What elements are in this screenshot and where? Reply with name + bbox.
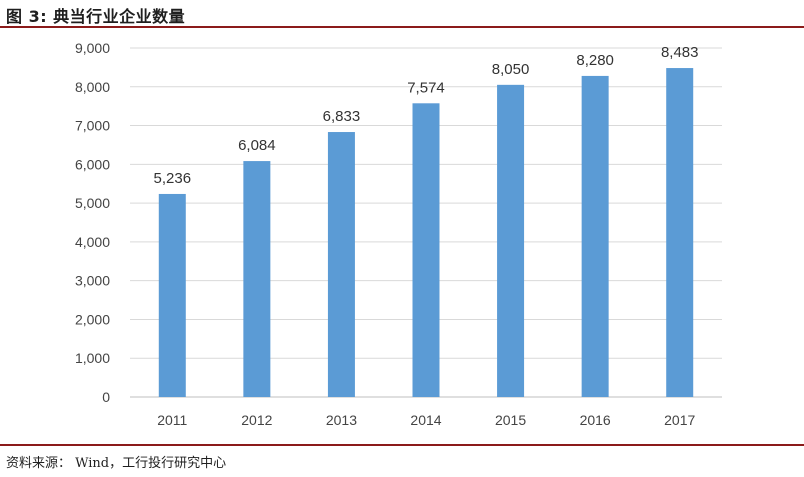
bar-2015 (497, 84, 525, 397)
y-tick-label: 4,000 (75, 234, 110, 250)
data-labels: 5,236 6,084 6,833 7,574 8,050 8,280 8,483 (154, 44, 699, 187)
y-tick-label: 5,000 (75, 195, 110, 211)
y-tick-label: 2,000 (75, 311, 110, 327)
x-tick-label: 2017 (664, 412, 695, 428)
bar-2011 (158, 193, 186, 397)
data-label: 6,833 (323, 108, 361, 125)
source-note: 资料来源： Wind，工行投行研究中心 (6, 456, 227, 471)
x-axis-ticks: 2011 2012 2013 2014 2015 2016 2017 (157, 412, 695, 428)
y-tick-label: 9,000 (75, 40, 110, 56)
y-tick-label: 6,000 (75, 156, 110, 172)
bottom-divider (0, 444, 804, 446)
y-axis-ticks: 0 1,000 2,000 3,000 4,000 5,000 6,000 7,000 8,00… (75, 40, 110, 405)
x-tick-label: 2013 (326, 412, 357, 428)
bar-2013 (327, 132, 355, 397)
data-label: 5,236 (154, 170, 192, 187)
bar-chart: 0 1,000 2,000 3,000 4,000 5,000 6,000 7,000 8,00… (75, 40, 722, 428)
bar-2012 (243, 161, 271, 397)
bar-2017 (666, 68, 694, 398)
gridlines (130, 47, 722, 398)
y-tick-label: 1,000 (75, 350, 110, 366)
top-divider (0, 26, 804, 28)
x-tick-label: 2015 (495, 412, 526, 428)
bar-2016 (581, 75, 609, 398)
y-tick-label: 8,000 (75, 79, 110, 95)
data-label: 6,084 (238, 137, 276, 154)
x-tick-label: 2012 (241, 412, 272, 428)
x-tick-label: 2016 (580, 412, 611, 428)
chart-title: 图 3: 典当行业企业数量 (6, 7, 186, 26)
y-tick-label: 3,000 (75, 273, 110, 289)
y-tick-label: 7,000 (75, 118, 110, 134)
bars (158, 68, 694, 398)
bar-2014 (412, 103, 440, 397)
data-label: 8,280 (576, 52, 614, 69)
x-tick-label: 2014 (410, 412, 441, 428)
data-label: 7,574 (407, 79, 445, 96)
data-label: 8,483 (661, 44, 699, 61)
data-label: 8,050 (492, 61, 530, 78)
x-tick-label: 2011 (157, 412, 187, 428)
y-tick-label: 0 (102, 389, 110, 405)
